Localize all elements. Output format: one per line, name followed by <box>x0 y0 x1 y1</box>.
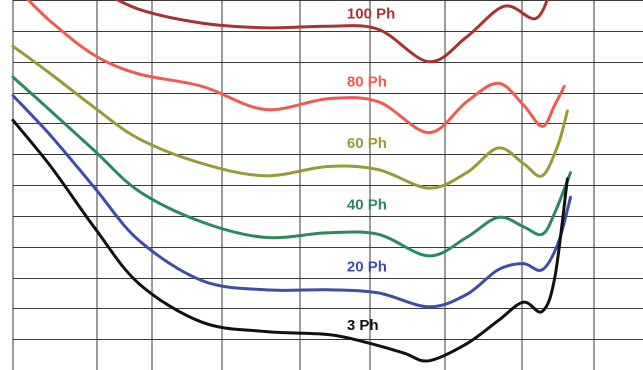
curve-60-ph <box>11 44 569 190</box>
curves <box>11 0 572 363</box>
curve-100-ph <box>114 0 549 64</box>
curve-80-ph <box>26 0 566 135</box>
label-20-ph: 20 Ph <box>347 258 387 275</box>
label-3-ph: 3 Ph <box>347 317 379 334</box>
grid <box>12 0 643 370</box>
curve-40-ph <box>11 75 572 258</box>
curve-20-ph <box>11 94 572 309</box>
label-60-ph: 60 Ph <box>347 135 387 152</box>
curve-labels: 100 Ph 80 Ph 60 Ph 40 Ph 20 Ph 3 Ph <box>347 6 395 334</box>
label-100-ph: 100 Ph <box>347 6 395 23</box>
curve-3-ph <box>11 118 569 363</box>
label-40-ph: 40 Ph <box>347 197 387 214</box>
label-80-ph: 80 Ph <box>347 73 387 90</box>
